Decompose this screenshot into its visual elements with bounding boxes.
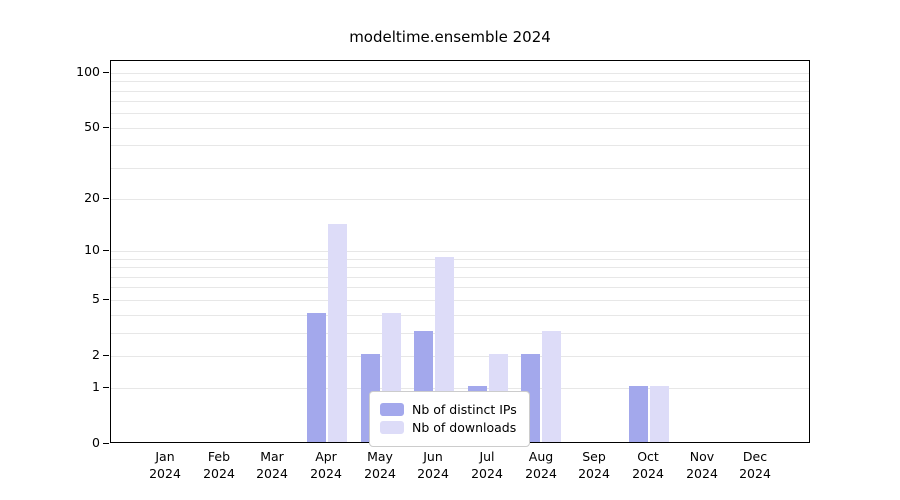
y-tick-label: 2 bbox=[92, 347, 100, 362]
gridline bbox=[111, 73, 809, 74]
bar-downloads bbox=[650, 386, 669, 442]
x-tick-month: Sep bbox=[582, 449, 606, 464]
legend-swatch bbox=[380, 403, 404, 416]
x-tick-label: Nov 2024 bbox=[672, 449, 732, 483]
bar-downloads bbox=[542, 331, 561, 442]
y-tick-mark bbox=[103, 72, 109, 73]
legend-swatch bbox=[380, 421, 404, 434]
x-tick-label: Dec 2024 bbox=[725, 449, 785, 483]
gridline bbox=[111, 287, 809, 288]
x-tick-year: 2024 bbox=[417, 465, 449, 481]
y-tick-label: 0 bbox=[92, 435, 100, 450]
x-tick-month: Mar bbox=[260, 449, 284, 464]
gridline bbox=[111, 356, 809, 357]
x-tick-label: Jun 2024 bbox=[403, 449, 463, 483]
y-tick-mark bbox=[103, 387, 109, 388]
x-tick-year: 2024 bbox=[310, 465, 342, 481]
x-tick-label: Jan 2024 bbox=[135, 449, 195, 483]
gridline bbox=[111, 91, 809, 92]
y-tick-label: 50 bbox=[84, 119, 100, 134]
bar-distinct-ips bbox=[629, 386, 648, 442]
y-tick-label: 5 bbox=[92, 291, 100, 306]
x-tick-month: Feb bbox=[207, 449, 231, 464]
chart-title: modeltime.ensemble 2024 bbox=[349, 28, 551, 46]
gridline bbox=[111, 300, 809, 301]
legend-label: Nb of distinct IPs bbox=[412, 402, 517, 417]
bar-distinct-ips bbox=[307, 313, 326, 442]
gridline bbox=[111, 113, 809, 114]
x-tick-month: May bbox=[367, 449, 393, 464]
y-tick-label: 1 bbox=[92, 379, 100, 394]
y-tick-mark bbox=[103, 299, 109, 300]
x-tick-year: 2024 bbox=[578, 465, 610, 481]
gridline bbox=[111, 315, 809, 316]
gridline bbox=[111, 199, 809, 200]
x-tick-month: Nov bbox=[689, 449, 715, 464]
gridline bbox=[111, 128, 809, 129]
y-tick-mark bbox=[103, 127, 109, 128]
legend: Nb of distinct IPs Nb of downloads bbox=[369, 391, 530, 447]
gridline bbox=[111, 259, 809, 260]
x-tick-label: Oct 2024 bbox=[618, 449, 678, 483]
x-tick-label: Apr 2024 bbox=[296, 449, 356, 483]
x-tick-month: Jan bbox=[155, 449, 175, 464]
gridline bbox=[111, 168, 809, 169]
bar-downloads bbox=[328, 224, 347, 442]
x-tick-year: 2024 bbox=[686, 465, 718, 481]
x-tick-month: Jul bbox=[479, 449, 495, 464]
x-tick-month: Aug bbox=[528, 449, 554, 464]
y-tick-label: 10 bbox=[84, 242, 100, 257]
y-tick-label: 20 bbox=[84, 190, 100, 205]
gridline bbox=[111, 81, 809, 82]
x-tick-label: Aug 2024 bbox=[511, 449, 571, 483]
gridline bbox=[111, 277, 809, 278]
y-tick-mark bbox=[103, 355, 109, 356]
gridline bbox=[111, 145, 809, 146]
legend-item: Nb of distinct IPs bbox=[380, 402, 517, 417]
gridline bbox=[111, 251, 809, 252]
x-tick-year: 2024 bbox=[203, 465, 235, 481]
plot-area: Nb of distinct IPs Nb of downloads bbox=[110, 60, 810, 447]
gridline bbox=[111, 388, 809, 389]
y-tick-mark bbox=[103, 250, 109, 251]
gridline bbox=[111, 267, 809, 268]
x-tick-label: Sep 2024 bbox=[564, 449, 624, 483]
y-tick-mark bbox=[103, 198, 109, 199]
x-tick-month: Jun bbox=[423, 449, 443, 464]
x-tick-label: Feb 2024 bbox=[189, 449, 249, 483]
y-tick-mark bbox=[103, 443, 109, 444]
x-tick-month: Oct bbox=[637, 449, 659, 464]
gridline bbox=[111, 101, 809, 102]
x-tick-month: Apr bbox=[315, 449, 337, 464]
x-tick-label: Jul 2024 bbox=[457, 449, 517, 483]
y-tick-label: 100 bbox=[76, 64, 100, 79]
gridline bbox=[111, 333, 809, 334]
x-tick-year: 2024 bbox=[739, 465, 771, 481]
x-tick-year: 2024 bbox=[525, 465, 557, 481]
x-tick-month: Dec bbox=[742, 449, 768, 464]
x-tick-label: Mar 2024 bbox=[242, 449, 302, 483]
x-tick-year: 2024 bbox=[471, 465, 503, 481]
x-tick-year: 2024 bbox=[149, 465, 181, 481]
x-tick-label: May 2024 bbox=[350, 449, 410, 483]
x-tick-year: 2024 bbox=[632, 465, 664, 481]
legend-label: Nb of downloads bbox=[412, 420, 517, 435]
x-tick-year: 2024 bbox=[256, 465, 288, 481]
legend-item: Nb of downloads bbox=[380, 420, 517, 435]
x-tick-year: 2024 bbox=[364, 465, 396, 481]
